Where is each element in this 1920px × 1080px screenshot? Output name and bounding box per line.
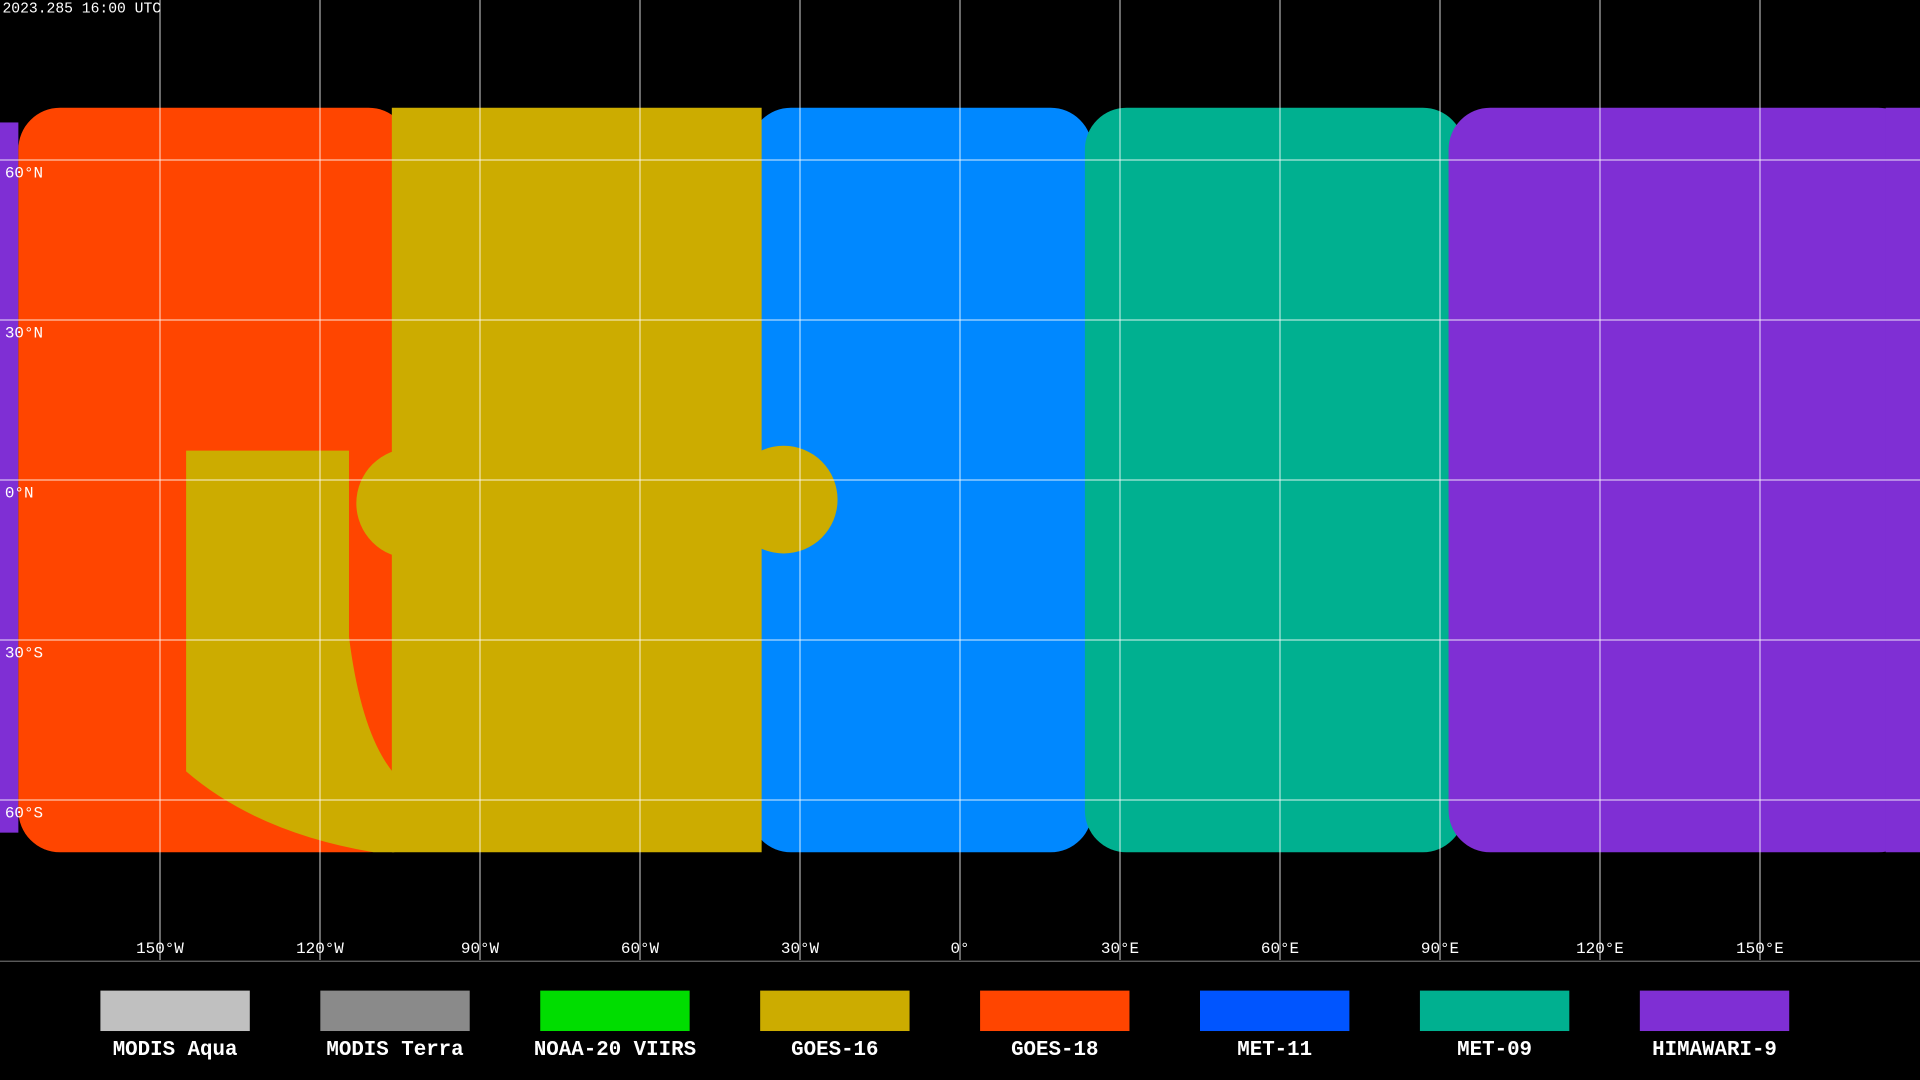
goes16-bump [729,445,838,554]
legend-label: MET-09 [1457,1039,1532,1062]
coverage-regions [0,107,1920,853]
legend-swatch [100,990,250,1032]
legend-label: GOES-18 [1011,1039,1098,1062]
longitude-label: 60°W [621,940,660,958]
latitude-label: 0°N [5,485,34,503]
legend: MODIS Aqua MODIS Terra NOAA-20 VIIRS GOES-1… [100,990,1790,1062]
legend-label: GOES-16 [791,1039,878,1062]
latitude-label: 60°N [5,165,43,183]
legend-label: MODIS Terra [326,1039,463,1062]
axis-labels: 60°N 30°N 0°N 30°S 60°S 150°W 120°W 90°W 60°W 30°… [5,165,1784,959]
longitude-label: 150°E [1736,940,1784,958]
longitude-label: 30°W [781,940,820,958]
longitude-label: 0° [950,940,969,958]
legend-swatch [1419,990,1570,1032]
himawari-edge [0,122,19,833]
longitude-label: 90°E [1421,940,1459,958]
goes16-region-south [186,450,395,853]
legend-label: MODIS Aqua [113,1039,238,1062]
legend-swatch [320,990,470,1032]
legend-swatch [1200,990,1350,1032]
latitude-label: 30°N [5,325,43,343]
longitude-label: 90°W [461,940,500,958]
longitude-label: 30°E [1101,940,1139,958]
longitude-label: 120°E [1576,940,1624,958]
legend-label: NOAA-20 VIIRS [534,1039,696,1062]
graticule [0,0,1920,960]
legend-swatch [1639,990,1790,1032]
latitude-label: 60°S [5,805,43,823]
longitude-label: 150°W [136,940,184,958]
legend-label: HIMAWARI-9 [1652,1039,1777,1062]
legend-swatch [980,990,1130,1032]
legend-swatch [760,990,910,1032]
timestamp: 2023.285 16:00 UTC [2,1,161,17]
latitude-label: 30°S [5,645,43,663]
longitude-label: 60°E [1261,940,1299,958]
legend-label: MET-11 [1237,1039,1312,1062]
longitude-label: 120°W [296,940,344,958]
legend-swatch [540,990,690,1032]
goes16-bulge [356,448,467,559]
